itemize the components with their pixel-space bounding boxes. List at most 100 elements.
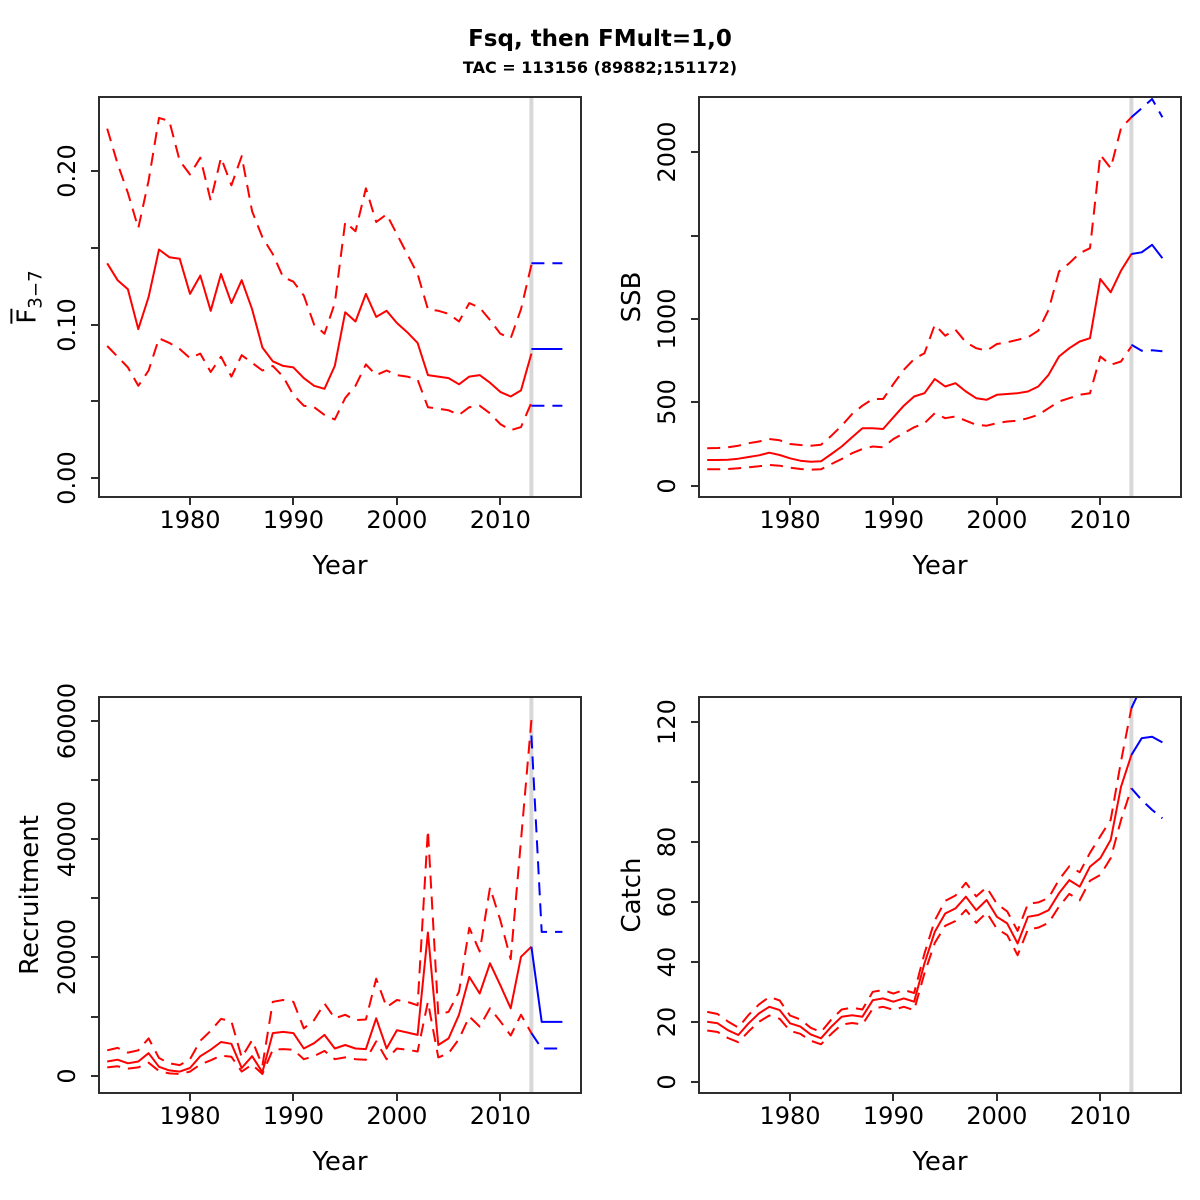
series-forecast-median [1130, 735, 1163, 756]
x-axis-tick [395, 496, 398, 505]
series-lower-ci [707, 787, 1133, 1046]
y-tick-label: 120 [653, 699, 681, 746]
y-tick-label: 1000 [653, 288, 681, 350]
y-axis-tick [91, 247, 100, 249]
x-tick-label: 2010 [1069, 506, 1131, 534]
y-axis-tick [91, 476, 100, 479]
x-tick-label: 2010 [1069, 1102, 1131, 1130]
x-axis-tick [789, 496, 791, 505]
y-axis-tick [691, 841, 700, 844]
series-median [707, 253, 1133, 463]
x-axis-tick [499, 1092, 502, 1101]
series-upper-ci [106, 116, 533, 340]
x-tick-label: 1990 [262, 506, 324, 534]
y-axis-title-fbar-subscript: 3−7 [25, 270, 47, 309]
x-axis-tick [189, 1092, 191, 1101]
x-tick-label: 2000 [966, 506, 1028, 534]
y-tick-label: 0.20 [53, 144, 81, 199]
recruitment-chart [106, 698, 563, 1092]
x-tick-label: 1990 [862, 506, 924, 534]
x-axis-tick [499, 496, 502, 505]
series-forecast-upper-ci [1130, 698, 1138, 709]
series-forecast-upper-ci [530, 735, 563, 933]
series-forecast-lower-ci [530, 1032, 563, 1050]
series-forecast-lower-ci [1130, 787, 1164, 820]
series-lower-ci [107, 1000, 533, 1075]
y-axis-tick [91, 778, 100, 781]
y-axis-tick [691, 401, 700, 404]
x-tick-label: 1990 [262, 1102, 324, 1130]
x-tick-label: 1980 [159, 506, 221, 534]
y-tick-label: 0.00 [53, 450, 81, 505]
y-tick-label: 0 [653, 478, 681, 494]
y-axis-title-recruitment: Recruitment [15, 815, 45, 975]
fbar-chart [106, 98, 563, 496]
y-axis-tick [691, 961, 700, 964]
y-axis-tick [691, 721, 700, 724]
series-forecast-median [530, 946, 563, 1023]
y-axis-tick [691, 1081, 700, 1084]
x-tick-label: 1980 [159, 1102, 221, 1130]
x-tick-label: 2000 [966, 1102, 1028, 1130]
x-axis-tick [395, 1092, 398, 1101]
x-axis-tick [189, 496, 191, 505]
y-axis-tick [91, 1015, 100, 1018]
y-tick-label: 40000 [53, 800, 81, 878]
y-axis-title-ssb: SSB [617, 271, 647, 323]
plot-area-catch [698, 696, 1182, 1094]
x-axis-tick [995, 496, 998, 505]
x-axis-title-fbar: Year [312, 551, 368, 581]
y-axis-tick [91, 323, 100, 326]
plot-area-fbar [98, 96, 582, 498]
y-tick-label: 80 [653, 827, 681, 858]
x-axis-tick [789, 1092, 791, 1101]
y-axis-tick [91, 1074, 100, 1077]
y-tick-label: 60 [653, 887, 681, 918]
y-axis-tick [91, 956, 100, 959]
y-tick-label: 0.10 [53, 297, 81, 352]
x-axis-tick [292, 496, 295, 505]
x-axis-tick [1099, 496, 1102, 505]
x-tick-label: 2000 [366, 506, 428, 534]
x-axis-title-ssb: Year [912, 551, 968, 581]
y-axis-tick [691, 234, 700, 237]
x-axis-title-recruitment: Year [312, 1147, 368, 1177]
series-median [707, 754, 1133, 1040]
y-axis-tick [691, 484, 700, 487]
x-axis-tick [292, 1092, 295, 1101]
y-axis-tick [91, 400, 100, 403]
y-tick-label: 20 [653, 1007, 681, 1038]
x-axis-tick [995, 1092, 998, 1101]
series-forecast-upper-ci [1130, 98, 1164, 119]
x-axis-title-catch: Year [912, 1147, 968, 1177]
x-axis-tick [892, 496, 895, 505]
y-axis-tick [691, 151, 700, 154]
y-tick-label: 2000 [653, 121, 681, 183]
y-axis-title-catch: Catch [617, 857, 647, 933]
series-upper-ci [707, 708, 1133, 1033]
y-axis-tick [691, 1021, 700, 1024]
figure-title: Fsq, then FMult=1,0 [468, 26, 732, 52]
plot-area-recruitment [98, 696, 582, 1094]
y-axis-title-fbar: F3−7 [12, 270, 47, 324]
y-tick-label: 500 [653, 379, 681, 426]
series-lower-ci [106, 337, 533, 432]
series-forecast-median [1131, 243, 1164, 259]
series-lower-ci [707, 345, 1133, 471]
x-tick-label: 1980 [759, 1102, 821, 1130]
x-tick-label: 1990 [862, 1102, 924, 1130]
y-tick-label: 40 [653, 947, 681, 978]
y-axis-tick [691, 318, 700, 320]
y-axis-tick [91, 897, 100, 900]
catch-chart [707, 698, 1164, 1092]
y-tick-label: 20000 [53, 919, 81, 996]
y-tick-label: 0 [653, 1074, 681, 1091]
y-tick-label: 60000 [53, 682, 81, 759]
y-axis-tick [91, 719, 100, 722]
x-axis-tick [892, 1092, 895, 1101]
series-median [106, 248, 533, 398]
y-tick-label: 0 [53, 1068, 81, 1084]
x-axis-tick [1099, 1092, 1102, 1101]
plot-area-ssb [698, 96, 1182, 498]
